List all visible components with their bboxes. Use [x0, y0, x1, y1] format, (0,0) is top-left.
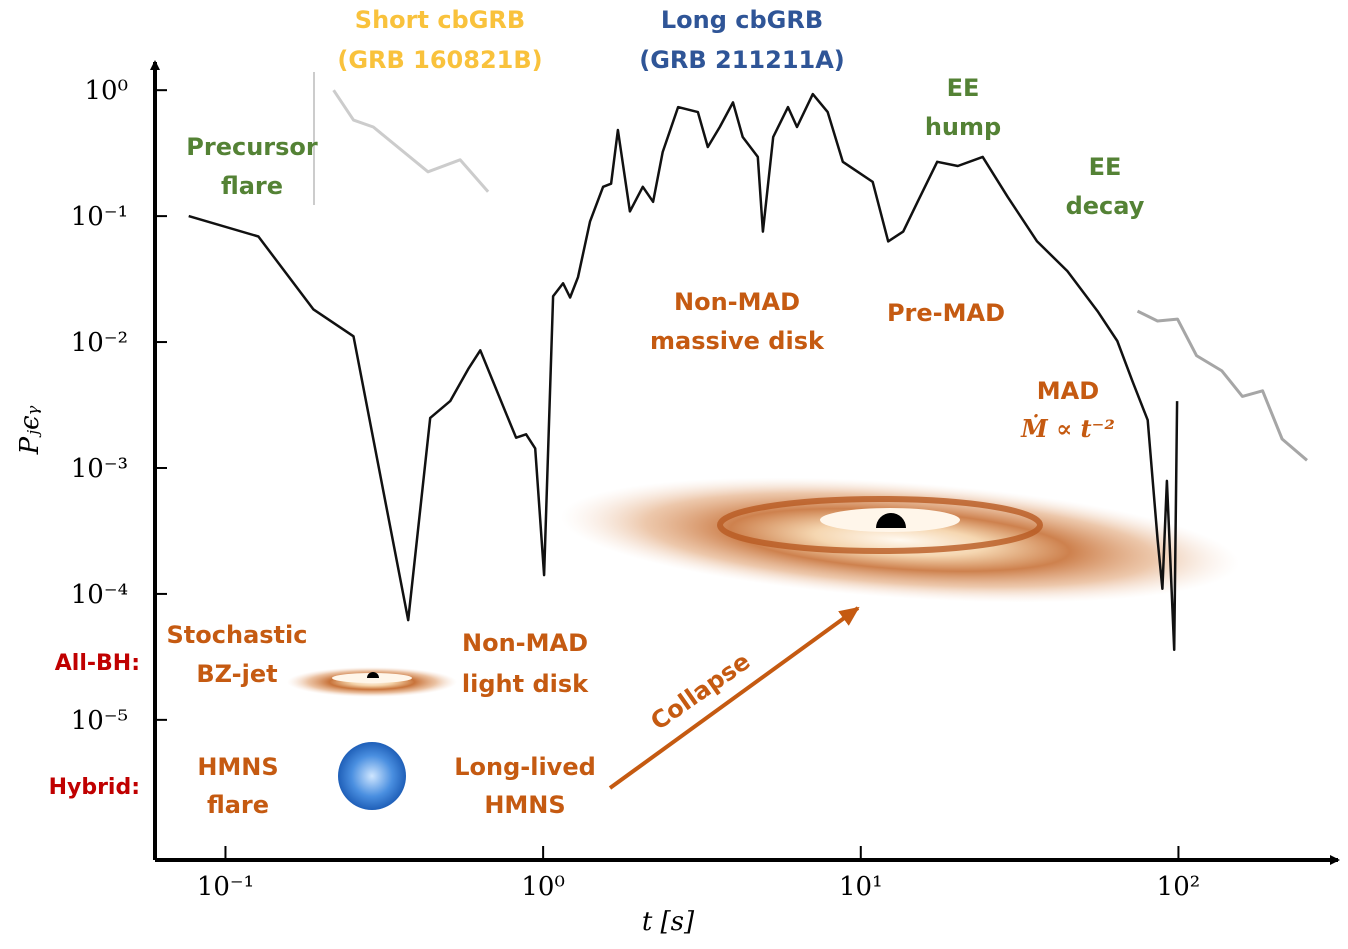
- annotation-text: light disk: [462, 670, 589, 698]
- y-tick-label: 10⁻³: [71, 454, 128, 484]
- y-tick-label: 10⁻¹: [71, 202, 128, 232]
- collapse-arrow: [608, 606, 860, 790]
- x-tick-label: 10²: [1157, 872, 1201, 902]
- x-axis-label: t [s]: [642, 907, 695, 937]
- annotation-text: Non-MAD: [674, 288, 800, 316]
- hmns-star: [338, 742, 406, 810]
- annotation-text: BZ-jet: [196, 660, 277, 688]
- annotation: Non-MAD light disk: [462, 629, 589, 698]
- annotation-text: All-BH:: [55, 651, 140, 676]
- x-tick-label: 10⁻¹: [197, 872, 254, 902]
- annotation-text: Ṁ ∝ t⁻²: [1020, 414, 1115, 443]
- annotation: Short cbGRB (GRB 160821B): [337, 6, 542, 74]
- annotation-text: Short cbGRB: [355, 6, 525, 34]
- annotation-text: Long-lived: [454, 753, 596, 781]
- annotation: Precursor flare: [186, 133, 318, 200]
- annotation-text: MAD: [1037, 377, 1099, 405]
- annotation-text: Hybrid:: [49, 775, 140, 800]
- annotation-text: massive disk: [650, 327, 825, 355]
- annotation-text: (GRB 160821B): [337, 46, 542, 74]
- annotation-text: (GRB 211211A): [639, 46, 845, 74]
- annotation: Long cbGRB (GRB 211211A): [639, 6, 845, 74]
- annotation-text: HMNS: [197, 753, 278, 781]
- data-line: [188, 92, 1179, 652]
- annotation: Non-MAD massive disk: [650, 288, 825, 355]
- y-tick-label: 10⁻⁵: [71, 706, 128, 736]
- annotation: EE decay: [1066, 153, 1145, 220]
- annotation-text: EE: [1089, 153, 1122, 181]
- y-axis-label: Pⱼϵᵧ: [15, 405, 45, 455]
- annotation-text: hump: [925, 113, 1001, 141]
- annotation-text: HMNS: [484, 791, 565, 819]
- annotation-text: Stochastic: [167, 621, 308, 649]
- data-line: [1136, 309, 1308, 462]
- annotation: MAD Ṁ ∝ t⁻²: [1020, 377, 1115, 443]
- x-tick-label: 10¹: [839, 872, 883, 902]
- annotation-text: Non-MAD: [462, 629, 588, 657]
- annotation-text: EE: [947, 74, 980, 102]
- small-disk: [287, 667, 457, 697]
- annotation-text: Pre-MAD: [887, 299, 1005, 327]
- annotation-text: flare: [221, 172, 283, 200]
- annotation: EE hump: [925, 74, 1001, 141]
- annotation: All-BH:: [55, 651, 140, 676]
- annotation: Hybrid:: [49, 775, 140, 800]
- x-tick-label: 10⁰: [521, 872, 565, 902]
- annotation-text: Precursor: [186, 133, 318, 161]
- annotation-text: Long cbGRB: [661, 6, 823, 34]
- y-tick-label: 10⁻⁴: [71, 580, 128, 610]
- annotation: HMNS flare: [197, 753, 278, 819]
- y-tick-label: 10⁻²: [71, 328, 128, 358]
- y-tick-label: 10⁰: [84, 76, 128, 106]
- annotation-text: flare: [207, 791, 269, 819]
- big-disk: [560, 477, 1240, 603]
- annotation: Long-lived HMNS: [454, 753, 596, 819]
- data-line: [332, 89, 490, 193]
- annotation: Stochastic BZ-jet: [167, 621, 308, 688]
- annotation-text: decay: [1066, 192, 1145, 220]
- annotation: Pre-MAD: [887, 299, 1005, 327]
